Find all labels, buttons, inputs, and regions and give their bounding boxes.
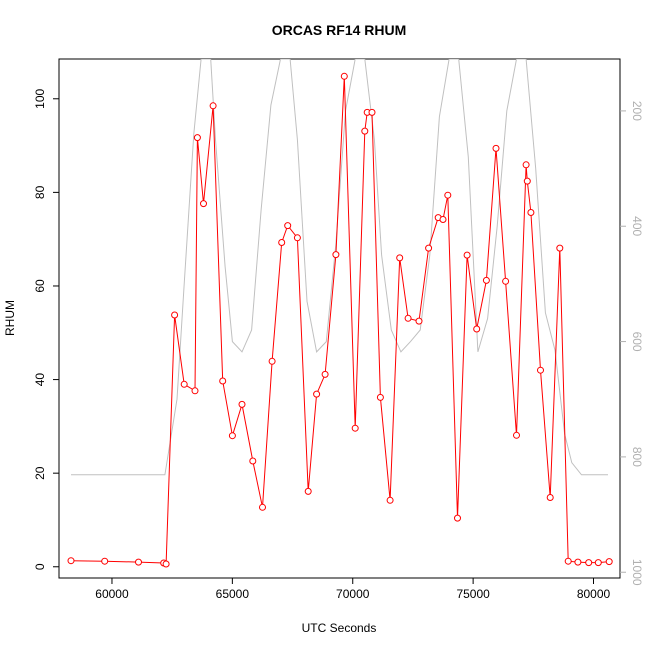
rhum-data-point (574, 558, 582, 566)
rhum-data-point (304, 487, 312, 495)
rhum-data-point (340, 72, 348, 80)
rhum-data-point (386, 496, 394, 504)
x-tick-label: 65000 (216, 587, 250, 601)
rhum-data-point (537, 366, 544, 374)
rhum-data-point (191, 387, 199, 395)
rhum-data-point (368, 108, 376, 116)
rhum-data-point (67, 557, 75, 565)
rhum-data-point (361, 127, 369, 135)
right-y-tick-label: 200 (630, 101, 644, 121)
rhum-data-point (180, 380, 188, 388)
y-tick-label: 80 (33, 185, 47, 199)
rhum-data-point (101, 557, 109, 565)
rhum-data-point (238, 400, 246, 408)
right-y-tick-label: 600 (630, 332, 644, 352)
pressure-series-line (71, 59, 608, 476)
rhum-data-point (135, 558, 142, 566)
rhum-data-point (219, 377, 227, 385)
y-tick-label: 100 (33, 88, 47, 108)
y-axis-label: RHUM (3, 300, 17, 336)
rhum-data-point (313, 390, 321, 398)
rhum-data-point (249, 457, 257, 465)
rhum-data-point (321, 370, 329, 378)
rhum-data-point (605, 558, 613, 566)
rhum-data-point (415, 317, 423, 325)
rhum-data-point (162, 560, 170, 568)
rhum-data-point (404, 314, 412, 322)
rhum-data-point (439, 216, 447, 223)
rhum-data-point (585, 559, 593, 567)
rhum-data-point (396, 254, 404, 262)
rhum-data-point (463, 251, 471, 259)
rhum-data-point (522, 161, 530, 169)
right-y-tick-label: 800 (630, 447, 644, 467)
x-tick-label: 60000 (95, 587, 129, 601)
rhum-data-point (193, 134, 201, 142)
y-tick-label: 0 (33, 563, 47, 570)
rhum-data-point (228, 432, 236, 440)
rhum-data-point (259, 503, 266, 511)
rhum-data-point (594, 559, 602, 567)
y-tick-label: 40 (33, 373, 47, 387)
rhum-data-point (513, 431, 520, 439)
rhum-data-point (425, 244, 433, 252)
rhum-data-point (482, 276, 490, 284)
rhum-data-point (444, 191, 452, 199)
rhum-data-point (376, 393, 384, 401)
x-axis-label: UTC Seconds (302, 621, 377, 635)
left-axis-series-layer (67, 72, 613, 568)
rhum-data-point (556, 244, 564, 252)
right-y-tick-label: 1000 (630, 559, 644, 586)
rhum-data-point (332, 251, 340, 259)
rhum-data-point (284, 222, 292, 230)
plot-frame (58, 58, 621, 579)
rhum-data-point (268, 357, 276, 365)
right-y-tick-label: 400 (630, 216, 644, 236)
y-tick-label: 20 (33, 466, 47, 480)
rhum-data-point (502, 277, 510, 285)
rhum-data-point (200, 200, 207, 208)
y-tick-label: 60 (33, 279, 47, 293)
rhum-data-point (527, 209, 535, 216)
rhum-data-point (454, 514, 461, 522)
rhum-data-point (209, 102, 217, 110)
x-axis: 60000 65000 70000 75000 80000 (95, 578, 611, 601)
right-axis-series-layer (71, 59, 608, 476)
rhum-data-point (351, 424, 359, 432)
rhum-data-point (492, 144, 500, 152)
chart-title: ORCAS RF14 RHUM (272, 22, 407, 38)
rhum-data-point (523, 177, 531, 185)
rhum-data-point (473, 325, 481, 333)
rhum-data-point (546, 494, 554, 501)
y-axis: 0 20 40 60 80 100 (33, 88, 59, 570)
x-tick-label: 70000 (336, 587, 370, 601)
rhum-data-point (278, 239, 286, 246)
rhum-data-point (564, 557, 572, 565)
x-tick-label: 75000 (456, 587, 490, 601)
rhum-series-line (70, 76, 610, 565)
right-y-axis: 200 400 600 800 1000 (620, 101, 644, 586)
x-tick-label: 80000 (577, 587, 611, 601)
rhum-data-point (171, 311, 179, 319)
rhum-data-point (293, 234, 301, 242)
